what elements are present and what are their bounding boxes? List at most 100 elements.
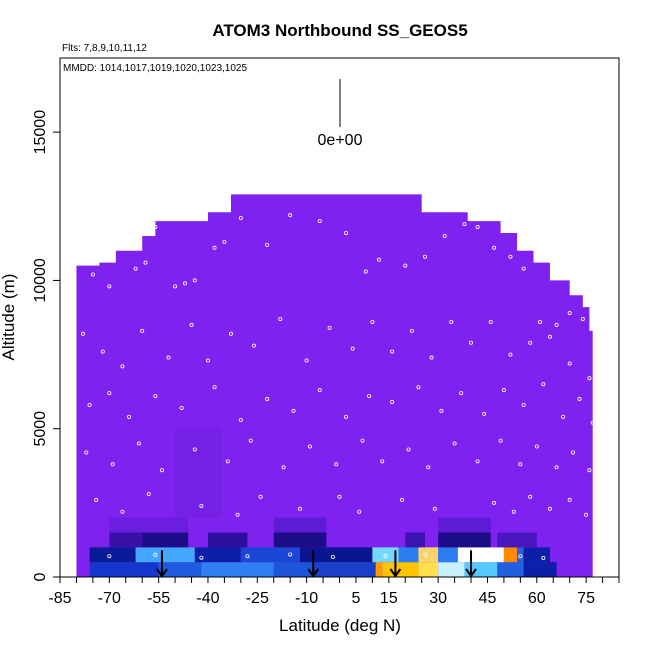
heatmap-cell: [135, 547, 195, 563]
observation-point: [472, 554, 477, 559]
observation-point: [508, 254, 513, 259]
observation-point: [192, 447, 197, 452]
observation-point: [173, 284, 178, 289]
observation-point: [508, 352, 513, 357]
observation-point: [383, 554, 388, 559]
observation-point: [399, 497, 404, 502]
x-tick-label: -85: [48, 590, 71, 607]
observation-point: [482, 411, 487, 416]
x-tick-label: 60: [528, 590, 546, 607]
observation-point: [238, 417, 243, 422]
chart-title: ATOM3 Northbound SS_GEOS5: [212, 21, 467, 40]
down-arrow-icon: [389, 550, 402, 578]
observation-point: [452, 441, 457, 446]
heatmap-cell: [438, 547, 458, 563]
observation-point: [521, 402, 526, 407]
observation-point: [235, 512, 240, 517]
observation-point: [225, 459, 230, 464]
flights-label: Flts: 7,8,9,10,11,12: [62, 43, 147, 54]
observation-point: [570, 450, 575, 455]
observation-point: [449, 319, 454, 324]
observation-point: [541, 382, 546, 387]
observation-point: [567, 361, 572, 366]
observation-point: [205, 358, 210, 363]
observation-point: [547, 334, 552, 339]
x-tick-label: 30: [429, 590, 447, 607]
observation-point: [554, 322, 559, 327]
observation-point: [90, 272, 95, 277]
observation-point: [488, 319, 493, 324]
observation-point: [528, 340, 533, 345]
observation-point: [307, 444, 312, 449]
observation-point: [350, 346, 355, 351]
observation-point: [120, 364, 125, 369]
heatmap-cell: [375, 562, 383, 577]
observation-point: [360, 438, 365, 443]
observation-point: [228, 331, 233, 336]
observation-point: [587, 376, 592, 381]
heatmap-cell: [273, 532, 327, 548]
heatmap-cell: [194, 547, 241, 563]
observation-point: [107, 554, 112, 559]
observation-point: [567, 497, 572, 502]
y-tick-label: 10000: [32, 258, 49, 303]
observation-point: [518, 554, 523, 559]
x-tick-label: -40: [196, 590, 219, 607]
heatmap-cell: [109, 517, 189, 533]
heatmap-cell: [438, 517, 491, 533]
observation-point: [288, 552, 293, 557]
observation-point: [390, 349, 395, 354]
plot-area: [76, 194, 595, 578]
observation-point: [189, 322, 194, 327]
observation-point: [146, 491, 151, 496]
observation-point: [153, 225, 158, 230]
observation-point: [337, 494, 342, 499]
observation-point: [442, 233, 447, 238]
observation-point: [298, 506, 303, 511]
heatmap-cell: [497, 562, 524, 577]
observation-point: [127, 414, 132, 419]
observation-point: [291, 408, 296, 413]
heatmap-cell: [142, 532, 189, 548]
observation-point: [422, 552, 427, 557]
x-tick-label: -25: [246, 590, 269, 607]
observation-point: [222, 239, 227, 244]
observation-point: [133, 266, 138, 271]
x-tick-label: -55: [147, 590, 170, 607]
observation-point: [459, 391, 464, 396]
observation-point: [87, 402, 92, 407]
observation-point: [538, 319, 543, 324]
observation-point: [376, 257, 381, 262]
observation-point: [166, 355, 171, 360]
heatmap-cell: [300, 547, 373, 563]
observation-point: [140, 328, 145, 333]
observation-point: [357, 509, 362, 514]
observation-point: [462, 222, 467, 227]
observation-point: [265, 242, 270, 247]
observation-point: [492, 500, 497, 505]
observation-point: [380, 459, 385, 464]
observation-point: [327, 325, 332, 330]
observation-point: [179, 405, 184, 410]
observation-point: [81, 331, 86, 336]
observation-point: [492, 245, 497, 250]
observation-point: [100, 349, 105, 354]
observation-point: [192, 278, 197, 283]
observation-point: [521, 266, 526, 271]
observation-point: [469, 340, 474, 345]
down-arrow-icon: [465, 550, 477, 578]
heatmap-cell: [89, 562, 159, 577]
observation-point: [344, 230, 349, 235]
heatmap-cell: [89, 547, 136, 563]
observation-point: [390, 400, 395, 405]
observation-point: [317, 388, 322, 393]
x-tick-label: -10: [295, 590, 318, 607]
observation-point: [153, 394, 158, 399]
observation-point: [304, 358, 309, 363]
observation-point: [367, 394, 372, 399]
x-tick-label: 15: [380, 590, 398, 607]
observation-point: [258, 494, 263, 499]
heatmap-cell: [418, 562, 439, 577]
heatmap-cell: [503, 547, 518, 563]
observation-point: [212, 245, 217, 250]
